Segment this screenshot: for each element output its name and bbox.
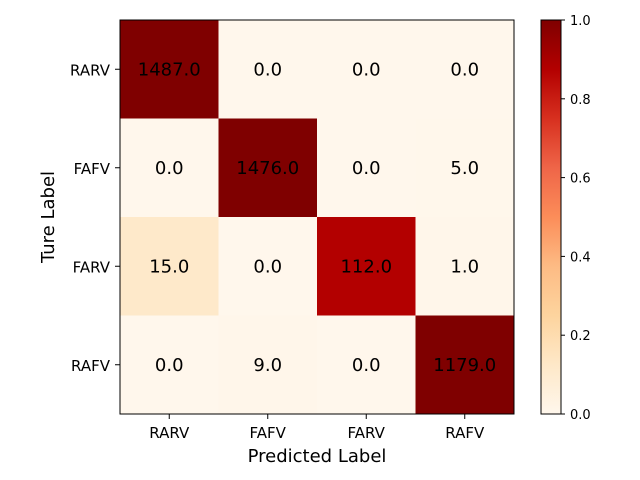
colorbar xyxy=(540,19,562,415)
x-tick-label: FARV xyxy=(348,424,386,442)
heatmap-cell xyxy=(218,118,318,218)
y-tick-label: FAFV xyxy=(74,160,111,178)
heatmap-cell xyxy=(317,217,416,316)
y-tick-label: FARV xyxy=(73,258,111,276)
heatmap-cell xyxy=(218,315,318,415)
cell-value-label: 0.0 xyxy=(352,59,381,80)
colorbar-tick-label: 0.6 xyxy=(570,172,591,187)
colorbar-tick-label: 0.8 xyxy=(570,93,591,108)
heatmap-cell xyxy=(415,20,515,119)
x-axis-label: Predicted Label xyxy=(248,446,387,467)
heatmap-cell xyxy=(120,20,219,119)
cell-value-label: 0.0 xyxy=(155,355,184,376)
heatmap-cells xyxy=(120,20,515,415)
colorbar-ticks: 0.0 0.2 0.4 0.6 0.8 1.0 xyxy=(561,14,591,423)
colorbar-tick-label: 0.4 xyxy=(570,250,591,265)
x-tick-label: FAFV xyxy=(250,424,287,442)
cell-value-label: 112.0 xyxy=(340,256,392,277)
y-axis-label: Ture Label xyxy=(38,171,59,264)
cell-value-label: 0.0 xyxy=(253,59,282,80)
x-tick-label: RAFV xyxy=(445,424,485,442)
colorbar-tick-label: 0.0 xyxy=(570,408,591,423)
heatmap-cell xyxy=(317,315,416,415)
cell-value-label: 0.0 xyxy=(253,256,282,277)
heatmap-cell xyxy=(317,20,416,119)
cell-value-label: 5.0 xyxy=(450,158,479,179)
heatmap-cell-labels: 1487.0 0.0 0.0 0.0 0.0 1476.0 0.0 5.0 15.0 0.0 112… xyxy=(138,59,496,376)
heatmap-cell xyxy=(317,118,416,218)
cell-value-label: 1476.0 xyxy=(236,158,299,179)
heatmap-cell xyxy=(415,315,515,415)
cell-value-label: 9.0 xyxy=(253,355,282,376)
colorbar-tick-label: 1.0 xyxy=(570,14,591,29)
y-axis-ticks: RARV FAFV FARV RAFV xyxy=(70,61,120,375)
cell-value-label: 15.0 xyxy=(149,256,189,277)
y-tick-label: RARV xyxy=(70,61,111,79)
heatmap-cell xyxy=(218,20,318,119)
y-tick-label: RAFV xyxy=(71,357,111,375)
cell-value-label: 1.0 xyxy=(450,256,479,277)
cell-value-label: 0.0 xyxy=(155,158,184,179)
cell-value-label: 0.0 xyxy=(450,59,479,80)
colorbar-tick-label: 0.2 xyxy=(570,329,591,344)
heatmap-cell xyxy=(218,217,318,316)
cell-value-label: 1487.0 xyxy=(138,59,201,80)
plot-frame xyxy=(119,19,515,415)
cell-value-label: 0.0 xyxy=(352,158,381,179)
cell-value-label: 0.0 xyxy=(352,355,381,376)
heatmap-cell xyxy=(120,217,219,316)
heatmap-cell xyxy=(415,118,515,218)
x-tick-label: RARV xyxy=(149,424,190,442)
x-axis-ticks: RARV FAFV FARV RAFV xyxy=(149,414,485,442)
heatmap-cell xyxy=(415,217,515,316)
heatmap-cell xyxy=(120,315,219,415)
cell-value-label: 1179.0 xyxy=(433,355,496,376)
heatmap-cell xyxy=(120,118,219,218)
